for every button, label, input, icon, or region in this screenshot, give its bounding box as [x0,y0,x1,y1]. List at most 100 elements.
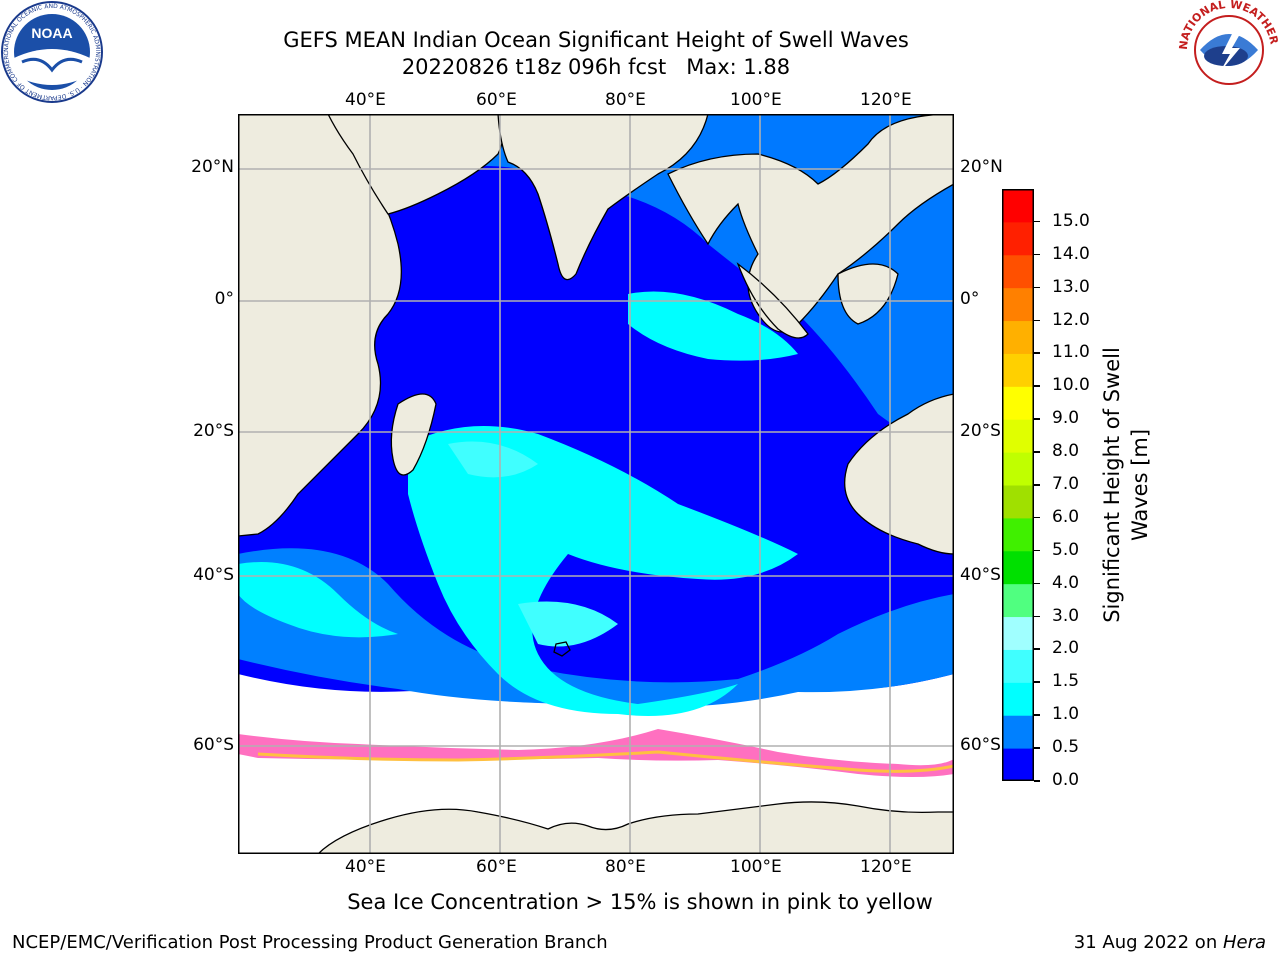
noaa-logo-text: NOAA [31,25,72,41]
lat-left-label-2: 0° [214,289,234,309]
colorbar-tick [1034,516,1040,519]
colorbar-swatch [1002,189,1034,223]
colorbar-tick [1034,385,1040,387]
colorbar-tick [1034,681,1040,683]
land-kerguelen [553,641,571,657]
lon-top-label-1: 40°E [345,90,386,110]
land-madagascar [390,393,437,476]
map-panel [238,114,954,854]
lat-right-label-5: 60°S [960,735,1001,755]
colorbar-title-line1: Significant Height of Swell [1100,347,1124,623]
lon-top-label-3: 80°E [605,90,646,110]
lon-bottom-label-3: 80°E [605,857,646,877]
colorbar-tick [1034,780,1040,782]
colorbar-tick [1034,582,1040,585]
colorbar-tick-label: 1.0 [1052,704,1080,725]
lat-right-label-4: 40°S [960,565,1001,585]
colorbar-tick [1034,220,1040,223]
map-graticule [238,114,954,854]
colorbar-swatch [1002,748,1034,781]
colorbar-tick [1034,286,1040,289]
colorbar-swatch [1002,221,1034,256]
colorbar-swatch [1002,550,1034,585]
colorbar-tick-label: 12.0 [1052,309,1090,330]
sea-ice-edge-yellow [257,750,954,773]
colorbar-tick-label: 7.0 [1052,474,1080,494]
lat-left-label-4: 40°S [193,565,234,585]
colorbar-tick [1034,451,1040,453]
colorbar-swatch [1002,485,1034,519]
colorbar-tick [1034,253,1040,256]
noaa-logo: NOAA NATIONAL OCEANIC AND ATMOSPHERIC AD… [0,0,103,103]
swell-zone-1-1.5-central [408,426,798,716]
colorbar-tick [1034,319,1040,322]
lon-bottom-label-5: 120°E [860,857,912,877]
colorbar-swatch [1002,353,1034,387]
colorbar-tick-label: 13.0 [1052,276,1090,297]
swell-zone-1-1.5-north [628,291,798,361]
lat-right-label-1: 20°N [960,157,1003,177]
land-antarctica [317,801,954,854]
colorbar-tick [1034,648,1040,650]
colorbar-swatch [1002,419,1034,453]
nws-logo: NATIONAL WEATHER SERVICE [1178,0,1280,98]
lon-bottom-label-1: 40°E [345,857,386,877]
lat-left-label-5: 60°S [193,735,234,755]
colorbar-swatch [1002,386,1034,420]
colorbar-swatch [1002,649,1034,683]
colorbar-tick-label: 1.5 [1052,671,1080,692]
lat-left-label-1: 20°N [191,157,234,177]
colorbar-tick-label: 15.0 [1052,210,1090,231]
colorbar [1002,189,1034,781]
footer-host: Hera [1222,932,1266,953]
colorbar-tick-label: 0.0 [1052,770,1080,790]
colorbar-tick [1034,418,1040,420]
swell-zone-1.5-2 [448,441,538,478]
colorbar-swatch [1002,254,1034,289]
colorbar-tick-label: 5.0 [1052,539,1080,560]
swell-zone-0.5-1-south [238,548,954,708]
colorbar-tick [1034,615,1040,618]
colorbar-swatch [1002,517,1034,552]
colorbar-tick [1034,747,1040,749]
lat-right-label-3: 20°S [960,421,1001,441]
lat-left-label-3: 20°S [193,421,234,441]
lon-bottom-label-2: 60°E [476,857,517,877]
colorbar-swatch [1002,320,1034,354]
land-borneo [837,263,899,325]
colorbar-tick [1034,549,1040,552]
colorbar-swatch [1002,682,1034,716]
colorbar-title-line2: Waves [m] [1128,428,1152,542]
colorbar-swatch [1002,715,1034,749]
swell-zone-1-1.5-west [238,562,398,638]
chart-subtitle: 20220826 t18z 096h fcst Max: 1.88 [401,55,791,79]
colorbar-tick-label: 14.0 [1052,243,1090,264]
sea-ice-caption: Sea Ice Concentration > 15% is shown in … [347,890,933,914]
footer-date-text: 31 Aug 2022 on [1073,932,1223,953]
colorbar-tick [1034,352,1040,354]
lat-right-label-2: 0° [960,289,980,309]
footer-date: 31 Aug 2022 on Hera [1074,932,1266,953]
lon-top-label-5: 120°E [860,90,912,110]
colorbar-swatch [1002,583,1034,618]
colorbar-tick-label: 6.0 [1052,506,1080,527]
lon-top-label-4: 100°E [730,90,782,110]
colorbar-swatch [1002,452,1034,486]
swell-zone-1.5-2b [518,601,618,647]
colorbar-tick-label: 0.5 [1052,737,1080,758]
colorbar-tick-label: 2.0 [1052,638,1080,659]
land-india [497,114,709,281]
colorbar-tick-label: 8.0 [1052,441,1080,462]
colorbar-tick [1034,714,1040,716]
colorbar-tick-label: 3.0 [1052,605,1080,626]
land-australia [844,393,954,555]
footer-credit: NCEP/EMC/Verification Post Processing Pr… [12,932,608,953]
colorbar-tick-label: 4.0 [1052,572,1080,593]
lon-bottom-label-4: 100°E [730,857,782,877]
colorbar-tick-label: 9.0 [1052,408,1080,429]
colorbar-tick [1034,484,1040,486]
colorbar-swatch [1002,616,1034,650]
colorbar-tick-label: 10.0 [1052,375,1090,396]
chart-title: GEFS MEAN Indian Ocean Significant Heigh… [283,28,909,52]
sea-ice-band [238,729,954,777]
